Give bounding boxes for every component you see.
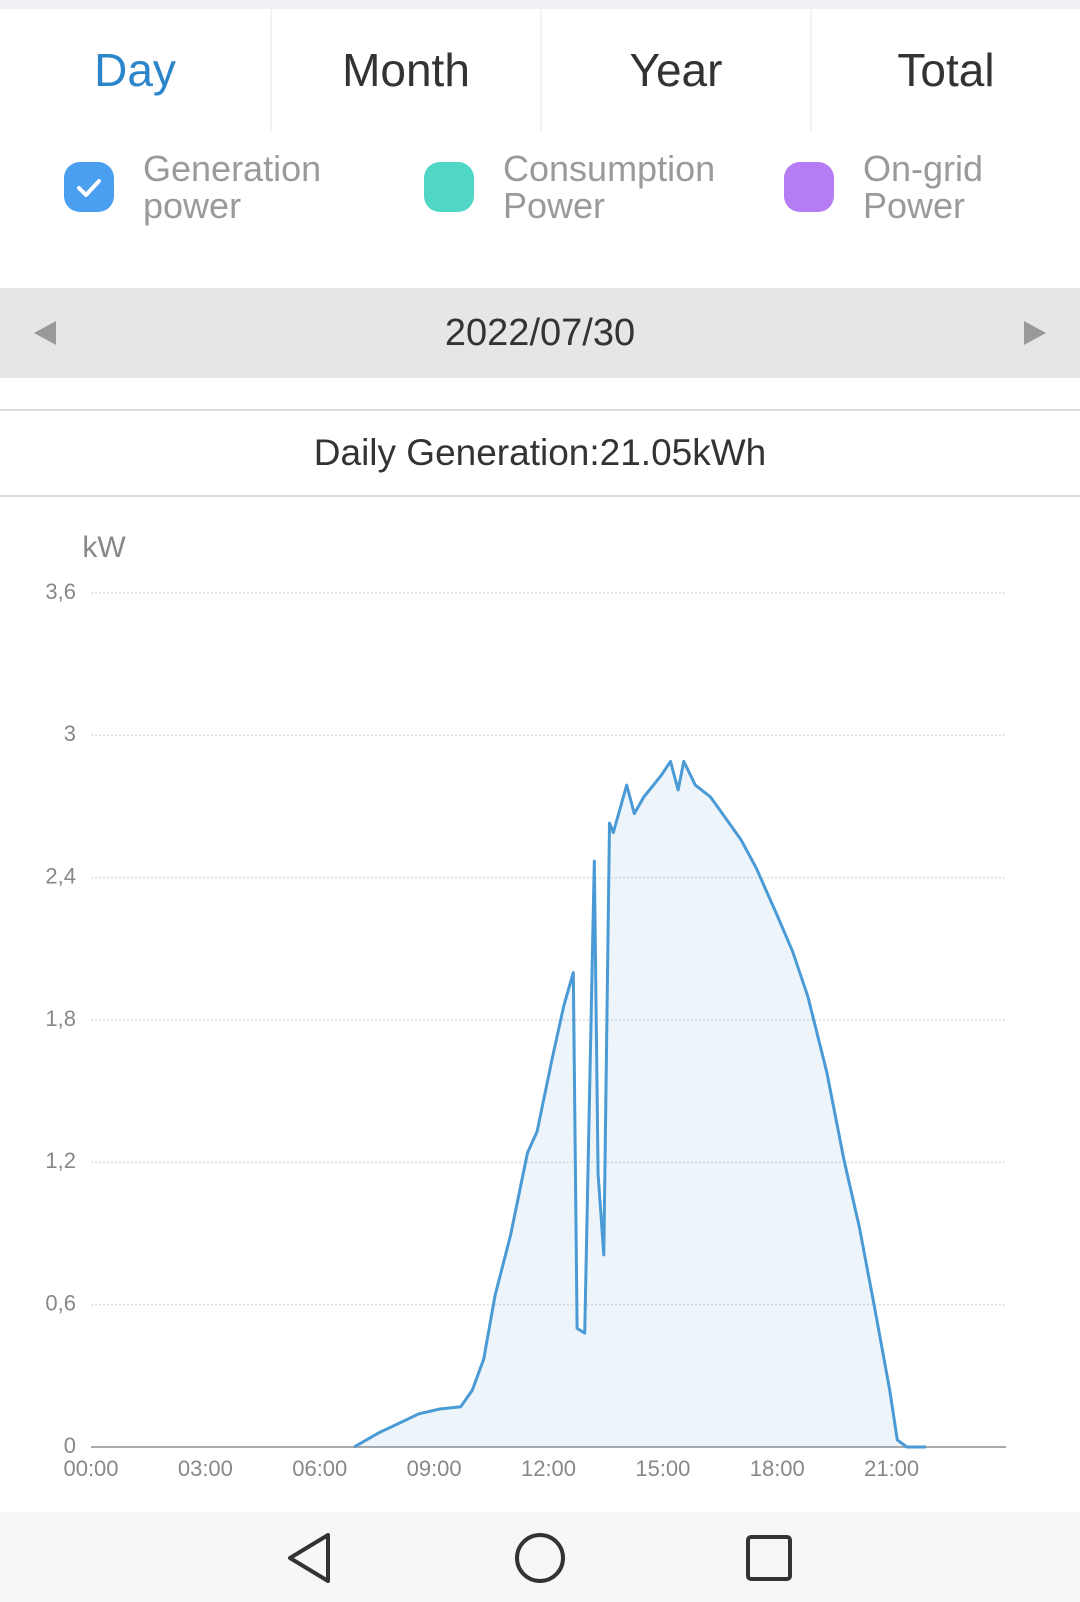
- recent-button[interactable]: [746, 1535, 792, 1581]
- status-strip: [0, 0, 1080, 9]
- x-tick-label: 12:00: [521, 1456, 576, 1481]
- summary: Daily Generation:21.05kWh: [0, 409, 1080, 497]
- date-label: 2022/07/30: [444, 311, 636, 354]
- y-tick-label: 0: [64, 1433, 76, 1458]
- y-tick-label: 1,8: [45, 1006, 76, 1031]
- y-tick-label: 0,6: [45, 1290, 76, 1315]
- legend-label: On-grid Power: [863, 148, 984, 226]
- y-axis-label: kW: [82, 531, 126, 564]
- x-tick-label: 18:00: [750, 1456, 805, 1481]
- nav-bar: [0, 1512, 1080, 1602]
- x-tick-label: 15:00: [635, 1456, 690, 1481]
- back-button[interactable]: [288, 1533, 330, 1583]
- next-arrow[interactable]: [1024, 321, 1046, 345]
- tab[interactable]: Year: [540, 9, 810, 131]
- chart: kW 0 0,6 1,2 1,8 2,4 3 3,6 00:00 03:00 06:00 09:00…: [45, 531, 1006, 1481]
- y-tick-label: 3,6: [45, 579, 76, 604]
- tab[interactable]: Day: [94, 44, 176, 96]
- legend-toggle[interactable]: [424, 162, 474, 212]
- legend-label: Consumption Power: [503, 148, 716, 226]
- x-tick-label: 03:00: [178, 1456, 233, 1481]
- x-tick-label: 00:00: [63, 1456, 118, 1481]
- check-mark: [77, 179, 101, 197]
- tab[interactable]: Total: [810, 9, 1080, 131]
- line: [353, 759, 926, 1449]
- date-arrows: [34, 321, 1046, 345]
- nav-icons: [288, 1533, 792, 1583]
- y-tick-label: 1,2: [45, 1148, 76, 1173]
- x-tick-label: 09:00: [407, 1456, 462, 1481]
- legend-label: Generation power: [143, 148, 322, 226]
- area-fill: [354, 761, 926, 1447]
- x-tick-label: 21:00: [864, 1456, 919, 1481]
- tab[interactable]: Month: [270, 9, 540, 131]
- y-tick-label: 3: [64, 721, 76, 746]
- prev-arrow[interactable]: [34, 321, 56, 345]
- date-bar: [0, 288, 1080, 378]
- legend-toggle[interactable]: [784, 162, 834, 212]
- x-tick-label: 06:00: [292, 1456, 347, 1481]
- y-tick-label: 2,4: [45, 863, 76, 888]
- home-button[interactable]: [515, 1533, 565, 1583]
- legend-toggle[interactable]: [64, 162, 114, 212]
